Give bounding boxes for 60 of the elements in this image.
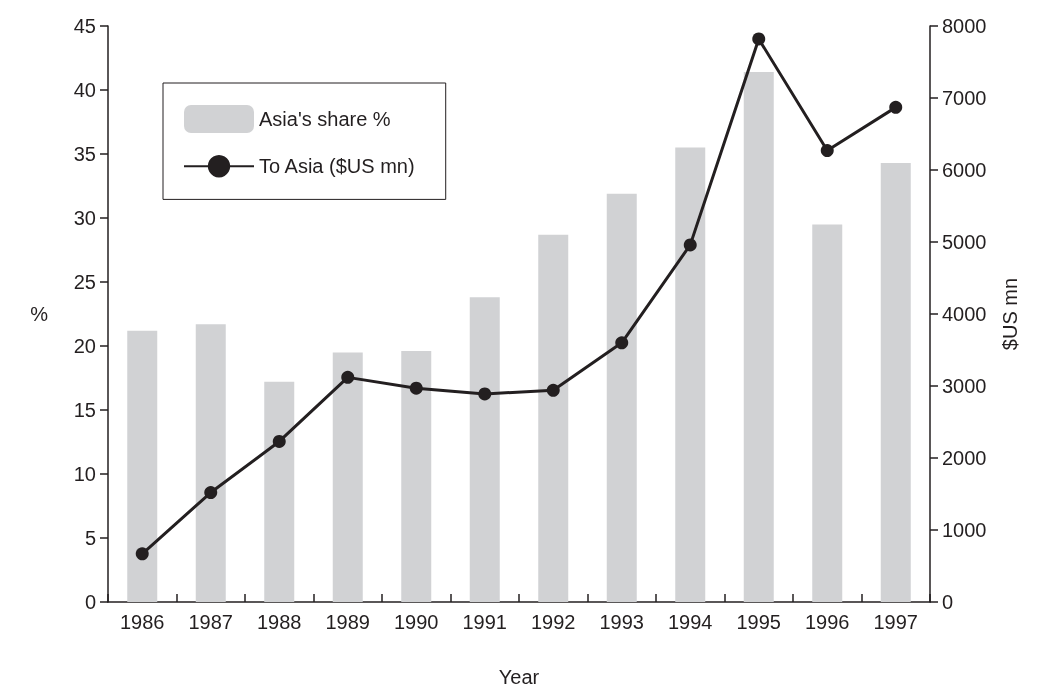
y2-tick-label: 1000: [942, 519, 987, 541]
point: [341, 370, 355, 384]
y2-tick-label: 8000: [942, 15, 987, 37]
x-tick-label: 1988: [257, 611, 302, 633]
x-tick-label: 1993: [599, 611, 644, 633]
bar: [675, 147, 706, 602]
bar: [264, 381, 295, 602]
y-tick-label: 30: [73, 207, 96, 229]
y-tick-label: 20: [73, 335, 96, 357]
y2-tick-label: 2000: [942, 447, 987, 469]
legend-label: To Asia ($US mn): [259, 155, 415, 178]
bar: [812, 224, 843, 602]
y-tick-label: 15: [73, 399, 96, 421]
point: [889, 100, 903, 114]
point: [272, 434, 286, 448]
y-tick-label: 45: [73, 15, 96, 37]
x-tick-label: 1991: [462, 611, 507, 633]
y-tick-label: 10: [73, 463, 96, 485]
y2-tick-label: 4000: [942, 303, 987, 325]
x-axis-title: Year: [498, 666, 540, 688]
y-tick-label: 0: [84, 591, 96, 613]
bar: [538, 234, 569, 602]
x-tick-label: 1986: [120, 611, 165, 633]
bar: [743, 72, 774, 602]
bar: [401, 351, 432, 602]
point: [615, 336, 629, 350]
bar: [332, 352, 363, 602]
y2-tick-label: 6000: [942, 159, 987, 181]
bar: [127, 330, 158, 602]
x-tick-label: 1996: [805, 611, 850, 633]
y2-tick-label: 5000: [942, 231, 987, 253]
x-tick-label: 1997: [873, 611, 918, 633]
x-tick-label: 1989: [325, 611, 370, 633]
y2-axis-title: $US mn: [999, 277, 1021, 351]
legend-label: Asia's share %: [259, 108, 391, 130]
point: [135, 547, 149, 561]
y-axis-title: %: [30, 303, 49, 325]
point: [683, 238, 697, 252]
y-tick-label: 35: [73, 143, 96, 165]
y2-tick-label: 0: [942, 591, 954, 613]
x-tick-label: 1994: [668, 611, 713, 633]
bar: [469, 297, 500, 602]
y2-tick-label: 3000: [942, 375, 987, 397]
point: [752, 32, 766, 46]
x-tick-label: 1992: [531, 611, 576, 633]
x-tick-label: 1987: [188, 611, 233, 633]
point: [204, 486, 218, 500]
bar: [880, 162, 911, 602]
point: [478, 387, 492, 401]
point: [546, 383, 560, 397]
x-tick-label: 1995: [736, 611, 781, 633]
y-tick-label: 40: [73, 79, 96, 101]
y2-tick-label: 7000: [942, 87, 987, 109]
point: [820, 144, 834, 158]
bar: [195, 324, 226, 602]
bar: [606, 193, 637, 602]
y-tick-label: 25: [73, 271, 96, 293]
x-tick-label: 1990: [394, 611, 439, 633]
point: [409, 381, 423, 395]
y-tick-label: 5: [84, 527, 96, 549]
